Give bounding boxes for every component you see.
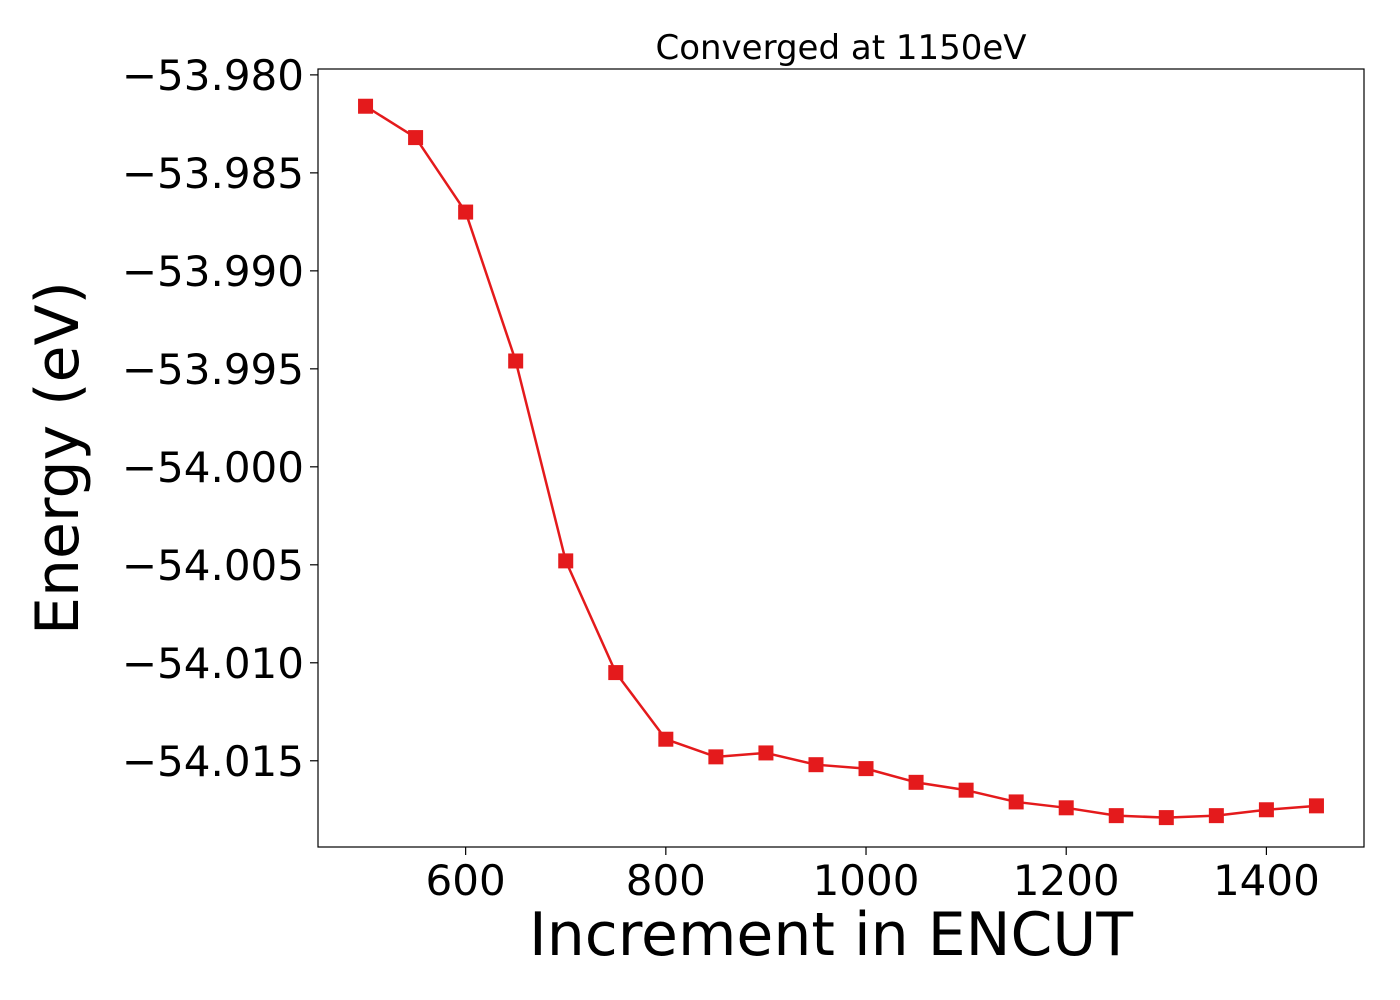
y-tick-label: −54.010 (122, 639, 304, 688)
data-point-marker (1258, 802, 1274, 818)
data-point-marker (408, 130, 424, 146)
data-point-marker (758, 745, 774, 761)
y-tick-label: −54.015 (122, 737, 304, 786)
y-tick-label: −53.990 (122, 247, 304, 296)
data-point-marker (808, 757, 824, 773)
y-tick-label: −53.980 (122, 51, 304, 100)
x-tick-label: 1400 (1213, 856, 1320, 905)
x-tick-label: 600 (426, 856, 506, 905)
y-tick-label: −53.995 (122, 345, 304, 394)
x-tick-label: 1200 (1013, 856, 1120, 905)
y-axis-title: Energy (eV) (23, 281, 93, 635)
data-point-marker (1208, 808, 1224, 824)
data-point-marker (358, 98, 374, 114)
x-axis-title: Increment in ENCUT (529, 900, 1133, 970)
y-tick-label: −54.000 (122, 443, 304, 492)
data-point-marker (858, 761, 874, 777)
series-markers (358, 98, 1324, 826)
data-point-marker (558, 553, 574, 569)
plot-area-frame (317, 68, 1365, 848)
data-point-marker (608, 665, 624, 681)
y-axis-ticks: −53.980 −53.985 −53.990 −53.995 −54.000 −54.0… (122, 51, 318, 786)
x-axis-ticks: 600 800 1000 1200 1400 (426, 847, 1320, 905)
data-point-marker (1008, 794, 1024, 810)
x-tick-label: 1000 (813, 856, 920, 905)
x-tick-label: 800 (626, 856, 706, 905)
y-tick-label: −54.005 (122, 541, 304, 590)
data-point-marker (708, 749, 724, 765)
series-line (364, 105, 1317, 819)
data-point-marker (508, 353, 524, 369)
chart-title: Converged at 1150eV (655, 28, 1026, 68)
data-point-marker (458, 204, 474, 220)
data-point-marker (908, 774, 924, 790)
y-tick-label: −53.985 (122, 149, 304, 198)
data-point-marker (958, 782, 974, 798)
data-point-marker (1108, 808, 1124, 824)
data-point-marker (1308, 798, 1324, 814)
data-point-marker (658, 731, 674, 747)
data-point-marker (1158, 810, 1174, 826)
data-point-marker (1058, 800, 1074, 816)
